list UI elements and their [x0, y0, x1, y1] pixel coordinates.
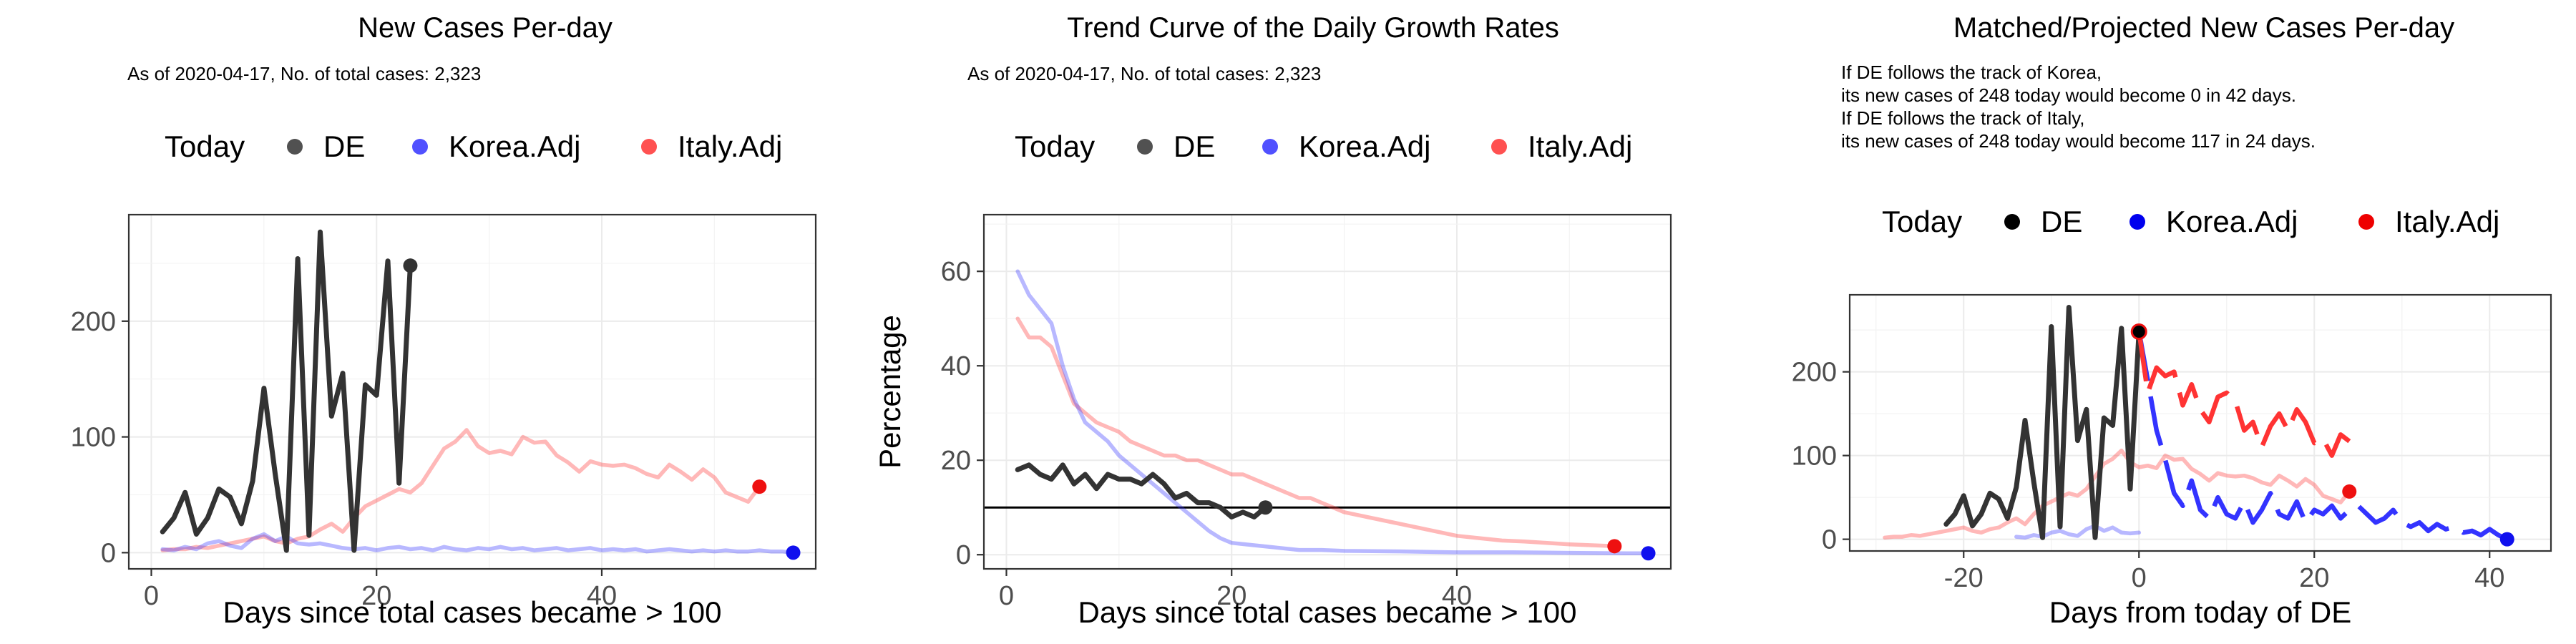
series-line-korea-adj-projected-dashed: [2137, 331, 2509, 542]
chart-subtitle-line: its new cases of 248 today would become …: [1841, 84, 2296, 106]
legend-label: Italy.Adj: [1528, 130, 1632, 163]
chart-title: Trend Curve of the Daily Growth Rates: [1067, 12, 1559, 44]
x-axis-title: Days since total cases became > 100: [1078, 595, 1577, 629]
legend-title: Today: [165, 130, 245, 163]
today-point-korea-adj: [2499, 532, 2514, 547]
chart-title: New Cases Per-day: [358, 12, 613, 44]
series-line-korea-adj-faded: [160, 532, 796, 555]
today-point-korea-adj: [1641, 546, 1656, 561]
series-line-korea-adj-faded: [1015, 269, 1651, 555]
series-line-de-solid: [1015, 462, 1268, 519]
chart-panel-2: Trend Curve of the Daily Growth Rates As …: [873, 12, 1672, 629]
today-point-de: [2130, 323, 2147, 340]
plot-frame: [127, 213, 817, 570]
today-point-de: [403, 258, 418, 273]
series-line-italy-adj-faded: [1883, 448, 2352, 540]
legend-title: Today: [1882, 205, 1962, 238]
chart-subtitle-line: its new cases of 248 today would become …: [1841, 130, 2316, 152]
legend-label: DE: [2041, 205, 2082, 238]
y-tick-label: 60: [941, 257, 971, 287]
y-tick-label: 200: [71, 307, 116, 337]
legend-title: Today: [1015, 130, 1095, 163]
series-line-italy-adj-projected-dashed: [2137, 331, 2351, 458]
x-axis-title: Days since total cases became > 100: [223, 595, 722, 629]
y-tick-label: 0: [956, 540, 971, 570]
legend-label: Korea.Adj: [1299, 130, 1430, 163]
chart-subtitle-line: If DE follows the track of Italy,: [1841, 107, 2085, 129]
today-point-italy-adj: [1607, 539, 1622, 554]
chart-subtitle-line: As of 2020-04-17, No. of total cases: 2,…: [967, 63, 1321, 84]
series-line-de-solid: [1943, 305, 2142, 540]
legend: Today DE Korea.Adj Italy.Adj: [1015, 130, 1632, 163]
today-point-italy-adj: [2342, 484, 2357, 499]
legend-key-italy-adj: [2358, 214, 2374, 230]
x-tick-label: 0: [999, 581, 1014, 611]
legend-label: Italy.Adj: [678, 130, 782, 163]
x-axis-title: Days from today of DE: [2049, 595, 2351, 629]
legend-label: Korea.Adj: [2166, 205, 2298, 238]
legend-key-de: [2004, 214, 2020, 230]
legend-key-korea-adj: [1262, 139, 1278, 155]
legend-key-italy-adj: [641, 139, 657, 155]
y-tick-label: 100: [1792, 441, 1837, 472]
today-point-korea-adj: [786, 545, 801, 560]
x-tick-label: 0: [2132, 563, 2147, 593]
plot-grid: [129, 215, 816, 569]
legend-label: DE: [323, 130, 365, 163]
legend-key-de: [1137, 139, 1153, 155]
x-tick-label: 20: [361, 581, 391, 611]
x-tick-label: -20: [1944, 563, 1984, 593]
legend: Today DE Korea.Adj Italy.Adj: [1882, 205, 2499, 238]
x-tick-label: 0: [144, 581, 159, 611]
today-point-de: [1258, 500, 1273, 515]
y-tick-label: 100: [71, 423, 116, 453]
chart-title: Matched/Projected New Cases Per-day: [1953, 12, 2454, 44]
x-tick-label: 40: [2474, 563, 2504, 593]
legend: Today DE Korea.Adj Italy.Adj: [165, 130, 782, 163]
y-axis-title: Percentage: [873, 315, 907, 469]
chart-subtitle-line: As of 2020-04-17, No. of total cases: 2,…: [127, 63, 481, 84]
chart-subtitle-line: If DE follows the track of Korea,: [1841, 62, 2102, 83]
legend-label: Italy.Adj: [2395, 205, 2499, 238]
legend-key-italy-adj: [1491, 139, 1507, 155]
y-tick-label: 20: [941, 446, 971, 476]
series-line-italy-adj-faded: [1015, 316, 1617, 549]
x-tick-label: 20: [1216, 581, 1246, 611]
y-tick-label: 0: [101, 538, 116, 568]
y-tick-label: 200: [1792, 358, 1837, 388]
plot-frame: [1848, 293, 2552, 552]
x-tick-label: 40: [1442, 581, 1472, 611]
plot-grid: [984, 215, 1671, 569]
x-tick-label: 20: [2299, 563, 2329, 593]
legend-label: DE: [1174, 130, 1215, 163]
y-tick-label: 0: [1822, 525, 1837, 555]
chart-panel-3: Matched/Projected New Cases Per-day If DE…: [1792, 12, 2552, 629]
chart-panel-1: New Cases Per-day As of 2020-04-17, No. o…: [71, 12, 817, 629]
series-line-de-solid: [160, 229, 413, 553]
plot-frame: [982, 213, 1672, 570]
y-tick-label: 40: [941, 351, 971, 381]
series-line-italy-adj-faded: [160, 428, 762, 552]
legend-key-korea-adj: [2129, 214, 2145, 230]
series-line-korea-adj-faded: [2014, 524, 2142, 540]
legend-key-de: [287, 139, 303, 155]
legend-label: Korea.Adj: [449, 130, 580, 163]
x-tick-label: 40: [587, 581, 617, 611]
legend-key-korea-adj: [412, 139, 428, 155]
today-point-italy-adj: [752, 479, 767, 494]
